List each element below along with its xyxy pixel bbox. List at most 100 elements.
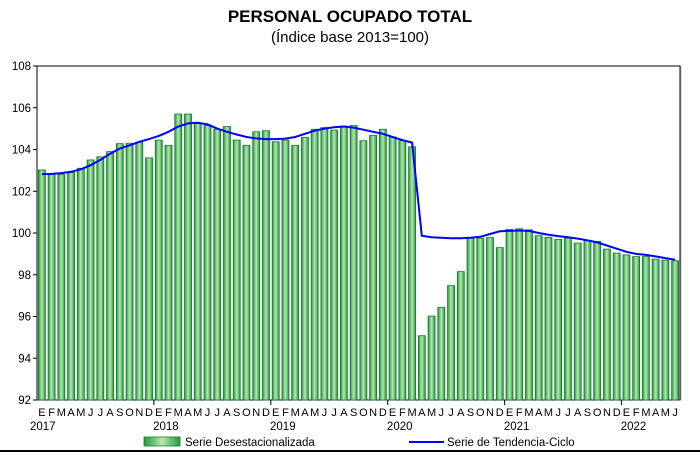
bar bbox=[486, 237, 494, 401]
y-tick-label: 104 bbox=[12, 145, 32, 157]
bar bbox=[671, 260, 680, 401]
bar bbox=[651, 258, 660, 401]
x-month-label: F bbox=[633, 407, 640, 419]
x-month-label: J bbox=[88, 407, 94, 419]
bar bbox=[232, 139, 241, 401]
x-month-label: M bbox=[57, 407, 66, 419]
chart-title: PERSONAL OCUPADO TOTAL bbox=[228, 7, 472, 26]
x-month-label: D bbox=[496, 407, 504, 419]
x-month-label: A bbox=[301, 407, 309, 419]
bar bbox=[661, 259, 670, 401]
x-month-label: E bbox=[389, 407, 396, 419]
y-tick-label: 108 bbox=[12, 61, 31, 73]
x-month-label: M bbox=[291, 407, 300, 419]
x-month-label: O bbox=[125, 407, 134, 419]
x-month-label: N bbox=[135, 407, 143, 419]
legend-label-line: Serie de Tendencia-Ciclo bbox=[447, 437, 575, 449]
x-month-label: S bbox=[233, 407, 240, 419]
bar bbox=[262, 130, 270, 401]
bar bbox=[554, 238, 563, 401]
x-year-label: 2017 bbox=[30, 421, 56, 433]
bar bbox=[223, 126, 231, 401]
bar bbox=[476, 237, 485, 401]
bar bbox=[593, 240, 602, 401]
x-month-label: F bbox=[399, 407, 406, 419]
x-month-label: S bbox=[116, 407, 123, 419]
x-month-label: J bbox=[205, 407, 211, 419]
bar bbox=[164, 144, 173, 401]
x-month-label: A bbox=[574, 407, 582, 419]
bar bbox=[135, 141, 144, 401]
x-month-label: J bbox=[672, 407, 678, 419]
bar bbox=[184, 113, 192, 401]
bar bbox=[193, 123, 202, 401]
x-month-label: A bbox=[457, 407, 465, 419]
x-month-label: A bbox=[340, 407, 348, 419]
x-month-label: M bbox=[427, 407, 436, 419]
bar bbox=[301, 136, 309, 401]
legend: Serie Desestacionalizada Serie de Tenden… bbox=[143, 436, 575, 449]
bar bbox=[76, 167, 85, 401]
legend-label-bars: Serie Desestacionalizada bbox=[185, 437, 315, 449]
y-tick-label: 106 bbox=[12, 103, 31, 115]
bar bbox=[398, 140, 407, 401]
bar bbox=[534, 235, 543, 401]
bar bbox=[583, 239, 592, 401]
x-month-label: F bbox=[48, 407, 55, 419]
x-month-label: S bbox=[467, 407, 474, 419]
x-month-label: O bbox=[476, 407, 485, 419]
bar bbox=[437, 306, 446, 401]
bar bbox=[447, 285, 455, 401]
bar bbox=[115, 143, 124, 401]
x-month-label: O bbox=[359, 407, 368, 419]
x-month-label: E bbox=[272, 407, 279, 419]
x-month-label: M bbox=[310, 407, 319, 419]
y-axis: 92 94 96 98 100 102 104 106 108 bbox=[12, 61, 37, 407]
bar bbox=[378, 128, 387, 401]
bar bbox=[544, 236, 553, 401]
bar bbox=[320, 127, 329, 401]
x-month-label: O bbox=[593, 407, 602, 419]
x-month-label: D bbox=[262, 407, 270, 419]
x-month-label: J bbox=[214, 407, 220, 419]
x-year-label: 2021 bbox=[504, 421, 530, 433]
x-month-label: D bbox=[379, 407, 387, 419]
x-year-label: 2019 bbox=[270, 421, 296, 433]
x-month-label: E bbox=[506, 407, 513, 419]
bar bbox=[203, 125, 212, 401]
x-month-label: F bbox=[516, 407, 523, 419]
bar bbox=[47, 173, 56, 401]
x-month-label: F bbox=[282, 407, 289, 419]
x-month-label: J bbox=[322, 407, 328, 419]
bar bbox=[632, 256, 641, 401]
x-month-label: N bbox=[486, 407, 494, 419]
bar bbox=[37, 169, 46, 401]
bar bbox=[603, 248, 611, 401]
bar bbox=[388, 136, 397, 401]
bar bbox=[525, 229, 533, 401]
bar bbox=[291, 144, 300, 401]
bar bbox=[174, 113, 183, 401]
x-month-label: M bbox=[661, 407, 670, 419]
x-month-label: A bbox=[652, 407, 660, 419]
x-month-label: A bbox=[184, 407, 192, 419]
x-month-label: E bbox=[38, 407, 45, 419]
bar bbox=[252, 131, 261, 401]
x-month-label: D bbox=[613, 407, 621, 419]
bar bbox=[242, 144, 251, 401]
y-tick-label: 100 bbox=[12, 228, 31, 240]
x-month-label: J bbox=[555, 407, 561, 419]
bar bbox=[612, 252, 621, 401]
x-month-label: A bbox=[106, 407, 114, 419]
bar bbox=[417, 335, 426, 401]
bar-series bbox=[37, 113, 680, 401]
x-month-label: E bbox=[155, 407, 162, 419]
x-month-label: D bbox=[145, 407, 153, 419]
x-month-label: N bbox=[252, 407, 260, 419]
bar bbox=[369, 134, 378, 401]
chart-subtitle: (Índice base 2013=100) bbox=[271, 29, 429, 46]
x-month-label: M bbox=[641, 407, 650, 419]
x-month-label: M bbox=[544, 407, 553, 419]
